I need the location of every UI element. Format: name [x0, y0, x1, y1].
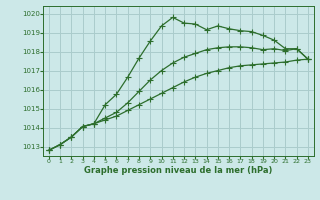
X-axis label: Graphe pression niveau de la mer (hPa): Graphe pression niveau de la mer (hPa) [84, 166, 273, 175]
